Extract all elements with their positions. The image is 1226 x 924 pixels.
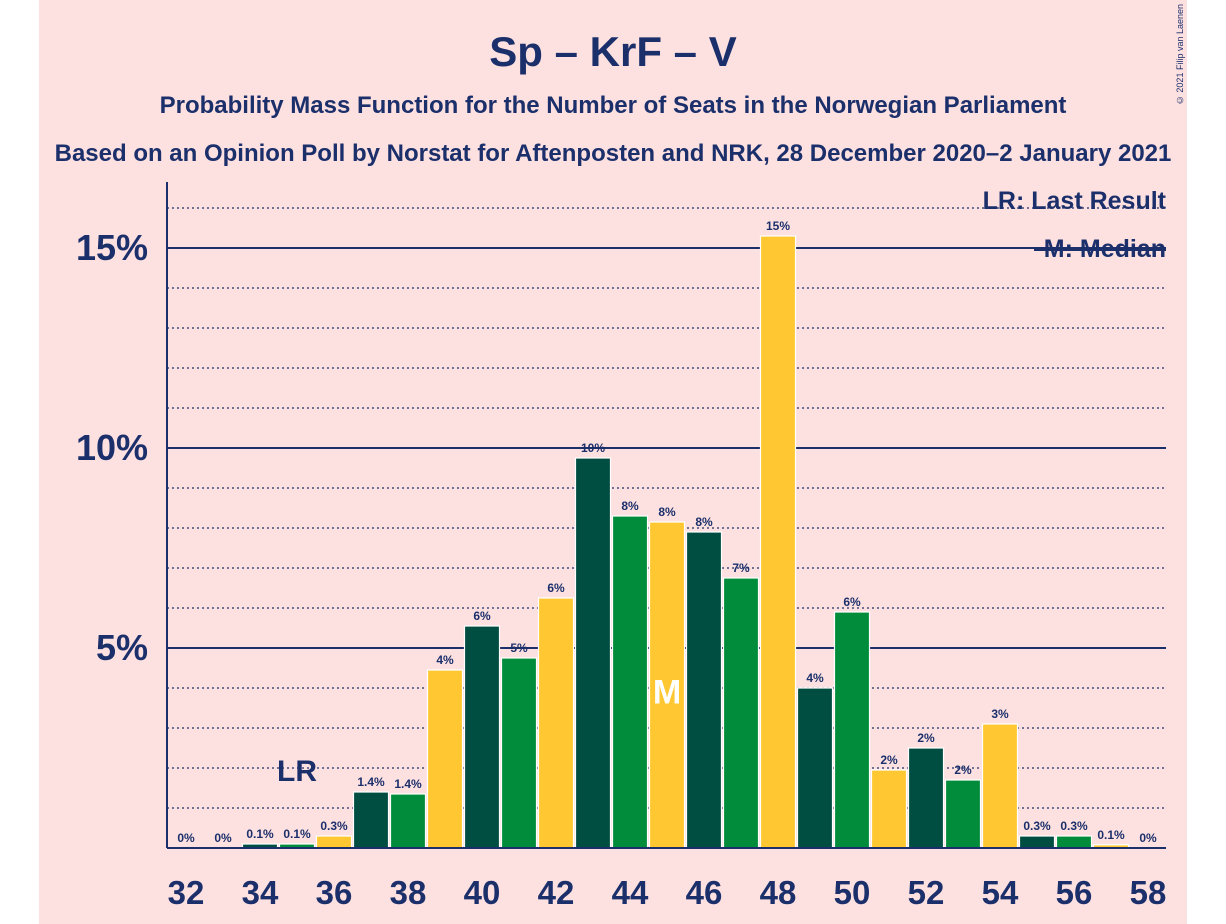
bar-seat-47: [722, 577, 760, 849]
bar-value-label: 2%: [954, 763, 972, 777]
bar-value-label: 1.4%: [394, 777, 422, 791]
x-tick-label: 32: [168, 874, 205, 911]
bar-value-label: 4%: [806, 671, 824, 685]
bar-value-label: 2%: [917, 731, 935, 745]
x-tick-label: 38: [390, 874, 427, 911]
bar-seat-49: [796, 687, 834, 849]
bar-seat-40: [463, 625, 501, 849]
bar-seat-39: [426, 669, 464, 849]
bar-value-label: 6%: [473, 609, 491, 623]
bar-value-label: 0%: [214, 831, 232, 845]
bar-seat-45: [648, 521, 686, 849]
y-tick-label: 10%: [76, 427, 148, 468]
axes: 5% 10% 15% 32 34 36 38 40 42 44 46 48 50 52 54 56 58: [76, 182, 1166, 911]
x-tick-label: 40: [464, 874, 501, 911]
bar-value-labels: 0% 0% 0.1% 0.1% 0.3% 1.4% 1.4% 4% 6% 5% 6% 10% 8% 8% 8…: [177, 219, 1157, 845]
median-marker: M: [653, 674, 681, 712]
bar-value-label: 0.3%: [320, 819, 348, 833]
bar-value-label: 8%: [621, 499, 639, 513]
bar-seat-53: [944, 779, 982, 849]
bar-seat-42: [537, 597, 575, 849]
chart-source: Based on an Opinion Poll by Norstat for …: [55, 140, 1172, 167]
bar-value-label: 10%: [581, 441, 605, 455]
bar-seat-46: [685, 531, 723, 849]
bar-value-label: 1.4%: [357, 775, 385, 789]
bar-seat-50: [833, 611, 871, 849]
bar-value-label: 4%: [436, 653, 454, 667]
bar-seat-48: [759, 235, 797, 849]
bar-seat-54: [981, 723, 1019, 849]
x-tick-label: 36: [316, 874, 353, 911]
x-tick-label: 46: [686, 874, 723, 911]
bar-value-label: 0%: [177, 831, 195, 845]
bar-value-label: 8%: [695, 515, 713, 529]
bar-value-label: 0.3%: [1023, 819, 1051, 833]
bar-value-label: 0.1%: [246, 827, 274, 841]
x-tick-label: 52: [908, 874, 945, 911]
bar-value-label: 2%: [880, 753, 898, 767]
bar-seat-55: [1018, 835, 1056, 849]
x-tick-label: 34: [242, 874, 279, 911]
x-tick-label: 48: [760, 874, 797, 911]
x-tick-label: 58: [1130, 874, 1167, 911]
bar-seat-44: [611, 515, 649, 849]
chart-title: Sp – KrF – V: [489, 28, 736, 75]
y-tick-label: 5%: [96, 627, 148, 668]
gridlines: [167, 207, 1166, 809]
bar-seat-51: [870, 769, 908, 849]
copyright-note: © 2021 Filip van Laenen: [1175, 4, 1185, 106]
x-tick-label: 44: [612, 874, 649, 911]
last-result-marker: LR: [277, 755, 317, 788]
y-tick-label: 15%: [76, 227, 148, 268]
bar-value-label: 0.3%: [1060, 819, 1088, 833]
bar-seat-43: [574, 457, 612, 849]
bar-seat-41: [500, 657, 538, 849]
bar-seat-36: [315, 835, 353, 849]
bar-value-label: 0.1%: [283, 827, 311, 841]
bar-seat-56: [1055, 835, 1093, 849]
x-tick-label: 42: [538, 874, 575, 911]
legend-last-result: LR: Last Result: [983, 187, 1167, 215]
bar-value-label: 0%: [1139, 831, 1157, 845]
bar-seat-38: [389, 793, 427, 849]
bar-value-label: 15%: [766, 219, 790, 233]
bar-value-label: 7%: [732, 561, 750, 575]
bar-value-label: 0.1%: [1097, 828, 1125, 842]
x-tick-label: 50: [834, 874, 871, 911]
bar-value-label: 6%: [843, 595, 861, 609]
chart-subtitle: Probability Mass Function for the Number…: [160, 92, 1067, 119]
bars: [241, 235, 1130, 849]
x-tick-label: 54: [982, 874, 1019, 911]
bar-seat-37: [352, 791, 390, 849]
bar-seat-52: [907, 747, 945, 849]
x-tick-label: 56: [1056, 874, 1093, 911]
bar-value-label: 3%: [991, 707, 1009, 721]
bar-value-label: 6%: [547, 581, 565, 595]
bar-value-label: 5%: [510, 641, 528, 655]
bar-value-label: 8%: [658, 505, 676, 519]
